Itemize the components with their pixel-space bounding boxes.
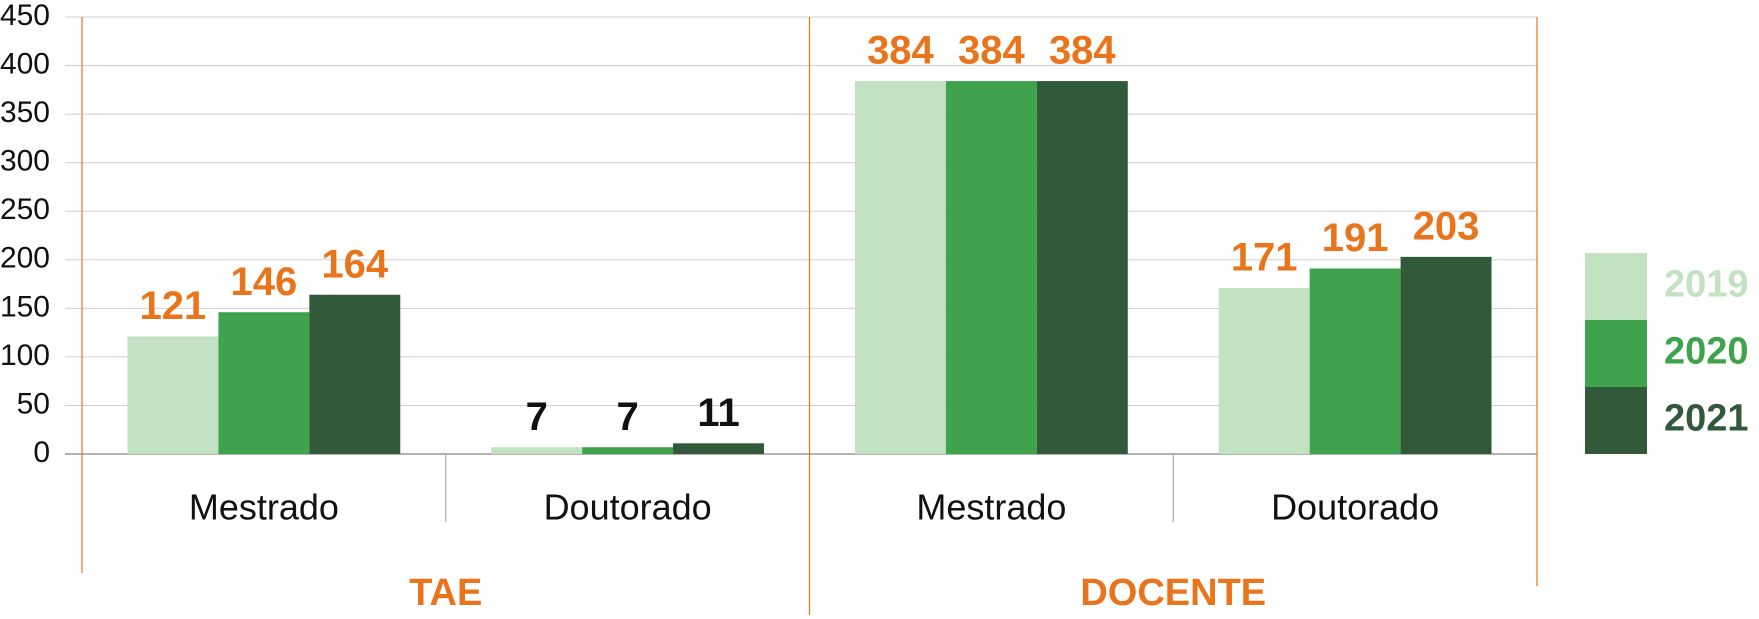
legend-swatch: [1585, 387, 1647, 454]
bar: [309, 294, 401, 454]
y-tick-label: 400: [0, 47, 50, 80]
value-label: 384: [1049, 29, 1116, 73]
bar: [582, 447, 674, 454]
y-tick-label: 50: [17, 387, 50, 420]
value-label: 203: [1413, 204, 1480, 248]
bar: [854, 81, 946, 455]
value-label: 384: [958, 29, 1025, 73]
y-tick-label: 0: [33, 436, 50, 469]
legend-swatch: [1585, 320, 1647, 387]
y-tick-label: 100: [0, 339, 50, 372]
bar: [1309, 268, 1401, 454]
value-label: 7: [617, 395, 639, 439]
y-tick-label: 450: [0, 0, 50, 32]
value-label: 171: [1231, 236, 1298, 280]
y-tick-label: 200: [0, 242, 50, 275]
legend-label: 2020: [1664, 331, 1749, 373]
group-label: TAE: [409, 572, 482, 614]
y-tick-label: 300: [0, 145, 50, 178]
y-tick-label: 350: [0, 96, 50, 129]
value-label: 384: [867, 29, 934, 73]
value-label: 191: [1322, 216, 1389, 260]
bar: [1218, 287, 1310, 454]
x-tick-label: Doutorado: [544, 487, 712, 528]
value-label: 121: [140, 284, 207, 328]
y-tick-label: 150: [0, 290, 50, 323]
bar: [1036, 81, 1128, 455]
bar: [1400, 256, 1492, 454]
x-tick-label: Doutorado: [1271, 487, 1439, 528]
value-label: 164: [321, 242, 388, 286]
bar: [673, 443, 765, 454]
bar: [945, 81, 1037, 455]
y-tick-label: 250: [0, 193, 50, 226]
value-label: 11: [697, 391, 739, 435]
group-label: DOCENTE: [1080, 572, 1266, 614]
legend-label: 2021: [1664, 398, 1749, 440]
value-label: 146: [231, 260, 298, 304]
bar: [218, 312, 310, 454]
bar: [127, 336, 219, 454]
x-tick-label: Mestrado: [189, 487, 339, 528]
bar: [491, 447, 583, 454]
legend-swatch: [1585, 253, 1647, 320]
x-tick-label: Mestrado: [916, 487, 1066, 528]
value-label: 7: [526, 395, 548, 439]
legend-label: 2019: [1664, 264, 1749, 306]
